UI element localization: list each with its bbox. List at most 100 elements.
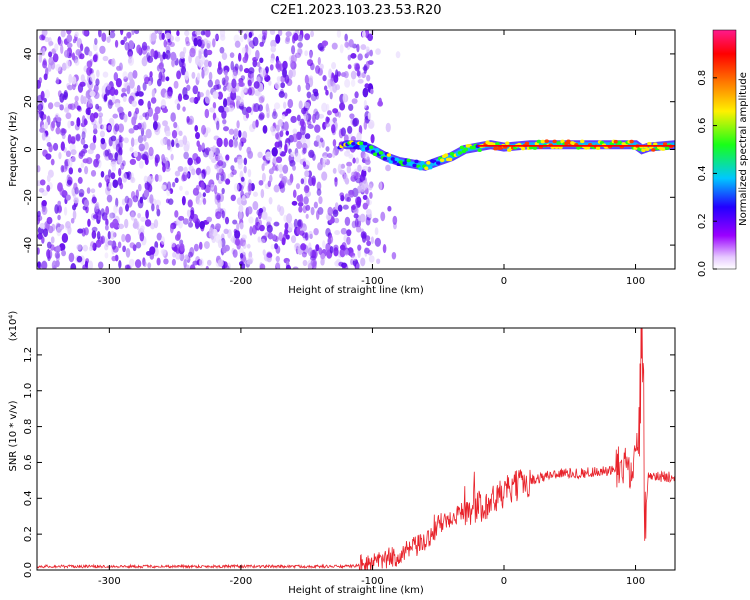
noise-blob bbox=[138, 98, 144, 106]
noise-blob bbox=[121, 160, 126, 167]
noise-blob bbox=[303, 101, 310, 109]
noise-blob bbox=[301, 232, 308, 239]
noise-blob bbox=[93, 42, 98, 52]
noise-blob bbox=[201, 69, 205, 79]
noise-blob bbox=[352, 118, 358, 127]
noise-blob bbox=[133, 150, 138, 158]
noise-blob bbox=[348, 153, 354, 159]
ridge-blob bbox=[647, 141, 652, 146]
noise-blob bbox=[150, 48, 155, 58]
noise-blob bbox=[245, 112, 250, 119]
noise-blob bbox=[242, 56, 248, 64]
noise-blob bbox=[196, 140, 201, 148]
noise-blob bbox=[74, 95, 79, 102]
ridge-blob bbox=[386, 153, 392, 157]
noise-blob bbox=[346, 236, 351, 245]
noise-blob bbox=[290, 115, 297, 124]
noise-blob bbox=[166, 40, 172, 46]
colorbar-ticks: 0.0 0.2 0.4 0.6 0.8 bbox=[697, 70, 717, 277]
noise-blob bbox=[321, 171, 328, 181]
noise-blob bbox=[104, 224, 109, 231]
noise-blob bbox=[223, 98, 228, 108]
noise-blob bbox=[308, 149, 315, 159]
noise-blob bbox=[152, 120, 158, 131]
noise-blob bbox=[204, 108, 210, 119]
noise-blob bbox=[350, 174, 357, 182]
noise-blob bbox=[189, 264, 196, 269]
noise-blob bbox=[314, 124, 321, 133]
noise-blob bbox=[320, 258, 325, 266]
noise-blob bbox=[317, 57, 321, 66]
noise-blob bbox=[136, 44, 142, 54]
noise-blob bbox=[222, 86, 227, 92]
noise-blob bbox=[90, 188, 96, 194]
noise-blob bbox=[142, 121, 147, 130]
ridge-blob bbox=[351, 141, 356, 146]
noise-blob bbox=[236, 120, 240, 129]
noise-blob bbox=[143, 175, 148, 184]
noise-blob bbox=[239, 35, 244, 43]
noise-blob bbox=[227, 262, 231, 269]
noise-blob bbox=[186, 115, 190, 123]
noise-blob bbox=[128, 40, 135, 50]
noise-blob bbox=[201, 124, 207, 135]
noise-blob bbox=[242, 241, 247, 250]
noise-blob bbox=[179, 185, 183, 191]
noise-blob bbox=[122, 95, 127, 103]
noise-blob bbox=[343, 70, 349, 79]
noise-blob bbox=[357, 244, 362, 251]
ridge-blob bbox=[493, 146, 498, 151]
snr-ytick-label: 1.0 bbox=[23, 383, 34, 399]
noise-blob bbox=[81, 131, 86, 140]
noise-blob bbox=[204, 94, 211, 104]
noise-blob bbox=[313, 201, 318, 209]
noise-blob bbox=[362, 202, 369, 210]
ridge-blob bbox=[418, 166, 423, 171]
noise-blob bbox=[147, 175, 154, 184]
noise-blob bbox=[258, 112, 265, 120]
noise-blob bbox=[98, 115, 103, 125]
ridge-blob bbox=[536, 139, 542, 144]
noise-blob bbox=[282, 101, 287, 109]
noise-blob bbox=[355, 157, 360, 164]
noise-blob bbox=[266, 224, 273, 233]
noise-blob bbox=[319, 137, 324, 143]
noise-blob bbox=[90, 170, 97, 177]
noise-blob bbox=[61, 62, 67, 71]
noise-blob bbox=[216, 192, 221, 203]
noise-blob bbox=[88, 246, 93, 252]
noise-blob bbox=[181, 195, 186, 206]
noise-blob bbox=[92, 214, 99, 220]
snr-panel: -300 -200 -100 0 100 0.0 0.2 0.4 0.6 0.8 1.0 1.2 H… bbox=[8, 311, 676, 596]
noise-blob bbox=[151, 203, 155, 212]
noise-blob bbox=[354, 91, 359, 99]
noise-blob bbox=[130, 137, 135, 148]
ridge-blob bbox=[394, 157, 399, 162]
noise-blob bbox=[220, 34, 226, 41]
noise-blob bbox=[247, 47, 252, 56]
noise-blob bbox=[92, 54, 98, 63]
noise-blob bbox=[256, 209, 263, 217]
noise-blob bbox=[41, 236, 45, 244]
noise-blob bbox=[52, 53, 59, 63]
ridge-blob bbox=[560, 139, 565, 144]
noise-blob bbox=[39, 222, 45, 229]
noise-blob bbox=[127, 111, 132, 118]
noise-blob bbox=[42, 228, 49, 238]
noise-blob bbox=[268, 80, 272, 86]
noise-blob bbox=[237, 98, 245, 107]
noise-blob bbox=[160, 138, 166, 146]
noise-blob bbox=[46, 216, 53, 225]
snr-x-label: Height of straight line (km) bbox=[288, 585, 424, 596]
noise-blob bbox=[94, 37, 98, 46]
noise-blob bbox=[206, 216, 213, 223]
noise-blob bbox=[273, 102, 281, 110]
noise-blob bbox=[129, 146, 134, 152]
noise-blob bbox=[46, 174, 51, 183]
signal-ridge bbox=[337, 139, 675, 171]
noise-blob bbox=[203, 59, 210, 68]
noise-blob bbox=[118, 168, 122, 177]
noise-blob bbox=[311, 249, 318, 259]
noise-blob bbox=[279, 184, 286, 194]
noise-blob bbox=[176, 230, 181, 240]
